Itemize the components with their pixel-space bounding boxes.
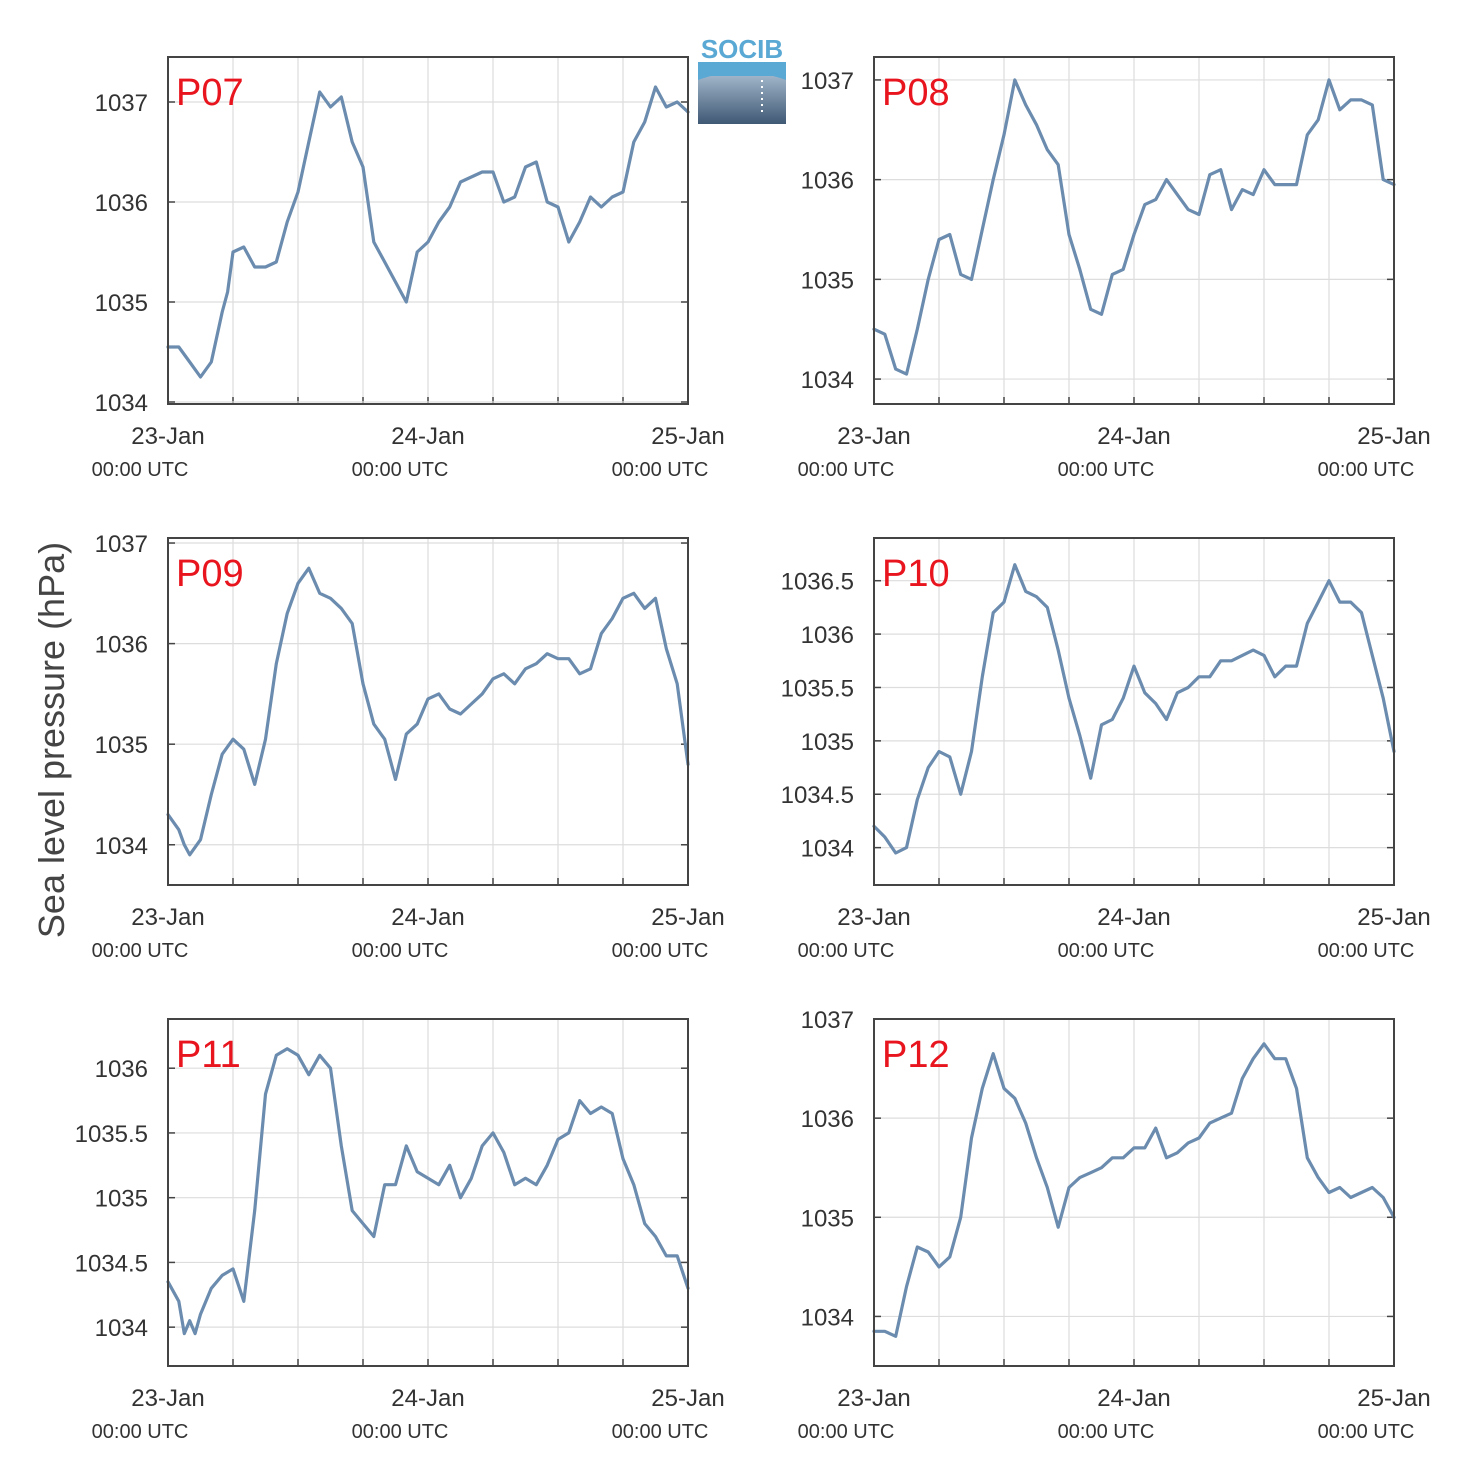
x-tick-label: 25-Jan <box>651 423 724 450</box>
socib-logo-text: SOCIB <box>701 34 783 64</box>
x-tick-label: 23-Jan <box>837 904 910 931</box>
y-tick-label: 1037 <box>801 1007 854 1034</box>
plot-frame <box>873 1018 1395 1367</box>
x-tick-label: 23-Jan <box>131 423 204 450</box>
x-tick-sublabel: 00:00 UTC <box>1058 459 1155 481</box>
plot-frame <box>167 537 689 886</box>
y-axis-label: Sea level pressure (hPa) <box>31 542 72 938</box>
x-tick-sublabel: 00:00 UTC <box>92 940 189 962</box>
x-tick-sublabel: 00:00 UTC <box>352 940 449 962</box>
x-tick-sublabel: 00:00 UTC <box>92 459 189 481</box>
y-tick-label: 1035 <box>801 729 854 756</box>
x-tick-label: 24-Jan <box>391 904 464 931</box>
x-tick-sublabel: 00:00 UTC <box>612 1421 709 1443</box>
y-tick-label: 1036 <box>95 1056 148 1083</box>
y-tick-label: 1034 <box>801 1304 854 1331</box>
panel-label: P12 <box>882 1034 950 1076</box>
x-tick-sublabel: 00:00 UTC <box>1058 1421 1155 1443</box>
series-line-p10 <box>872 563 1396 855</box>
y-tick-label: 1034.5 <box>781 782 854 809</box>
series-line-p07 <box>166 85 690 379</box>
plot-frame <box>167 1018 689 1367</box>
y-tick-label: 1034 <box>95 1315 148 1342</box>
x-tick-sublabel: 00:00 UTC <box>1318 940 1415 962</box>
panels: 1034 1035 1036 1037 23-Jan 00:00 UTC 24-Jan 00:… <box>75 56 1431 1443</box>
y-tick-label: 1035 <box>95 732 148 759</box>
panel-label: P08 <box>882 72 950 114</box>
x-tick-label: 25-Jan <box>1357 904 1430 931</box>
socib-logo-block <box>698 76 786 124</box>
y-tick-label: 1036 <box>95 632 148 659</box>
x-tick-sublabel: 00:00 UTC <box>612 940 709 962</box>
x-tick-sublabel: 00:00 UTC <box>798 1421 895 1443</box>
x-tick-label: 24-Jan <box>391 423 464 450</box>
x-tick-label: 24-Jan <box>1097 904 1170 931</box>
socib-logo: SOCIB <box>698 34 786 124</box>
panel-p11: 1034 1034.5 1035 1035.5 1036 23-Jan 00:00 UTC 2… <box>75 1018 725 1443</box>
y-tick-label: 1035.5 <box>781 675 854 702</box>
x-tick-sublabel: 00:00 UTC <box>92 1421 189 1443</box>
socib-logo-wave <box>698 72 786 80</box>
y-tick-label: 1036 <box>801 168 854 195</box>
panel-p08: 1034 1035 1036 1037 23-Jan 00:00 UTC 24-Jan 00:… <box>798 56 1431 481</box>
x-tick-sublabel: 00:00 UTC <box>612 459 709 481</box>
x-tick-label: 23-Jan <box>131 1385 204 1412</box>
x-tick-sublabel: 00:00 UTC <box>352 459 449 481</box>
y-tick-label: 1034.5 <box>75 1250 148 1277</box>
x-tick-label: 24-Jan <box>1097 1385 1170 1412</box>
y-tick-label: 1034 <box>95 833 148 860</box>
panel-label: P07 <box>176 72 244 114</box>
x-tick-label: 23-Jan <box>131 904 204 931</box>
x-tick-sublabel: 00:00 UTC <box>1318 459 1415 481</box>
x-tick-sublabel: 00:00 UTC <box>798 940 895 962</box>
series-line-p11 <box>166 1047 690 1336</box>
y-tick-label: 1036.5 <box>781 569 854 596</box>
x-tick-label: 25-Jan <box>651 904 724 931</box>
y-tick-label: 1035 <box>95 1186 148 1213</box>
series-line-p12 <box>872 1042 1396 1338</box>
x-tick-label: 25-Jan <box>651 1385 724 1412</box>
x-tick-label: 25-Jan <box>1357 1385 1430 1412</box>
socib-logo-band <box>698 62 786 76</box>
y-tick-label: 1034 <box>801 367 854 394</box>
plot-frame <box>873 537 1395 886</box>
x-tick-label: 23-Jan <box>837 423 910 450</box>
x-tick-sublabel: 00:00 UTC <box>798 459 895 481</box>
x-tick-sublabel: 00:00 UTC <box>1318 1421 1415 1443</box>
y-tick-label: 1037 <box>801 68 854 95</box>
plot-frame <box>167 56 689 405</box>
panel-label: P09 <box>176 553 244 595</box>
x-tick-label: 24-Jan <box>391 1385 464 1412</box>
plot-frame <box>873 56 1395 405</box>
x-tick-label: 24-Jan <box>1097 423 1170 450</box>
y-tick-label: 1037 <box>95 90 148 117</box>
series-line-p08 <box>872 78 1396 376</box>
y-tick-label: 1034 <box>95 390 148 417</box>
panel-p10: 1034 1034.5 1035 1035.5 1036 1036.5 23-Jan 00:0… <box>781 537 1431 962</box>
panel-label: P11 <box>176 1034 241 1076</box>
panel-p09: 1034 1035 1036 1037 23-Jan 00:00 UTC 24-Jan 00:… <box>92 531 725 962</box>
y-tick-label: 1035 <box>801 267 854 294</box>
panel-p07: 1034 1035 1036 1037 23-Jan 00:00 UTC 24-Jan 00:… <box>92 56 725 481</box>
y-tick-label: 1034 <box>801 836 854 863</box>
x-tick-sublabel: 00:00 UTC <box>1058 940 1155 962</box>
x-tick-label: 23-Jan <box>837 1385 910 1412</box>
series-line-p09 <box>166 566 690 857</box>
y-tick-label: 1035 <box>95 290 148 317</box>
y-tick-label: 1036 <box>801 1106 854 1133</box>
panel-p12: 1034 1035 1036 1037 23-Jan 00:00 UTC 24-Jan 00:… <box>798 1007 1431 1443</box>
x-tick-label: 25-Jan <box>1357 423 1430 450</box>
y-tick-label: 1035 <box>801 1205 854 1232</box>
y-tick-label: 1036 <box>801 622 854 649</box>
y-tick-label: 1036 <box>95 190 148 217</box>
y-tick-label: 1035.5 <box>75 1121 148 1148</box>
panel-label: P10 <box>882 553 950 595</box>
x-tick-sublabel: 00:00 UTC <box>352 1421 449 1443</box>
y-tick-label: 1037 <box>95 531 148 558</box>
